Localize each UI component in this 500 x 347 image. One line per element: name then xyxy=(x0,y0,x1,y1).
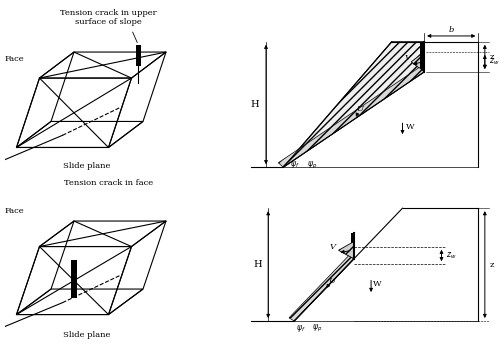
Text: b: b xyxy=(448,26,454,34)
Text: Face: Face xyxy=(5,55,24,63)
Text: $\psi_f$: $\psi_f$ xyxy=(296,323,306,334)
Text: $z_w$: $z_w$ xyxy=(489,57,500,67)
Polygon shape xyxy=(136,45,141,66)
Text: W: W xyxy=(373,280,382,288)
Text: U: U xyxy=(356,105,363,113)
Text: Slide plane: Slide plane xyxy=(62,162,110,170)
Text: $\psi_f$: $\psi_f$ xyxy=(290,159,300,170)
Text: Face: Face xyxy=(5,206,24,214)
Polygon shape xyxy=(350,233,354,259)
Polygon shape xyxy=(284,42,424,167)
Polygon shape xyxy=(294,259,354,321)
Text: Slide plane: Slide plane xyxy=(62,331,110,339)
Text: $\psi_p$: $\psi_p$ xyxy=(312,323,322,334)
Text: z: z xyxy=(489,53,494,61)
Text: H: H xyxy=(251,100,260,109)
Text: V: V xyxy=(404,54,410,62)
Text: z: z xyxy=(489,261,494,269)
Text: V: V xyxy=(330,243,336,251)
Text: $\psi_p$: $\psi_p$ xyxy=(307,160,318,171)
Text: U: U xyxy=(328,277,336,285)
Polygon shape xyxy=(338,242,354,259)
Polygon shape xyxy=(411,52,424,72)
Text: Tension crack in face: Tension crack in face xyxy=(64,178,153,187)
Text: H: H xyxy=(253,260,262,269)
Text: Tension crack in upper
surface of slope: Tension crack in upper surface of slope xyxy=(60,9,157,26)
Polygon shape xyxy=(278,68,424,167)
Polygon shape xyxy=(71,260,77,298)
Text: $z_w$: $z_w$ xyxy=(446,250,456,261)
Polygon shape xyxy=(420,42,424,72)
Polygon shape xyxy=(289,256,354,321)
Text: W: W xyxy=(406,123,414,131)
